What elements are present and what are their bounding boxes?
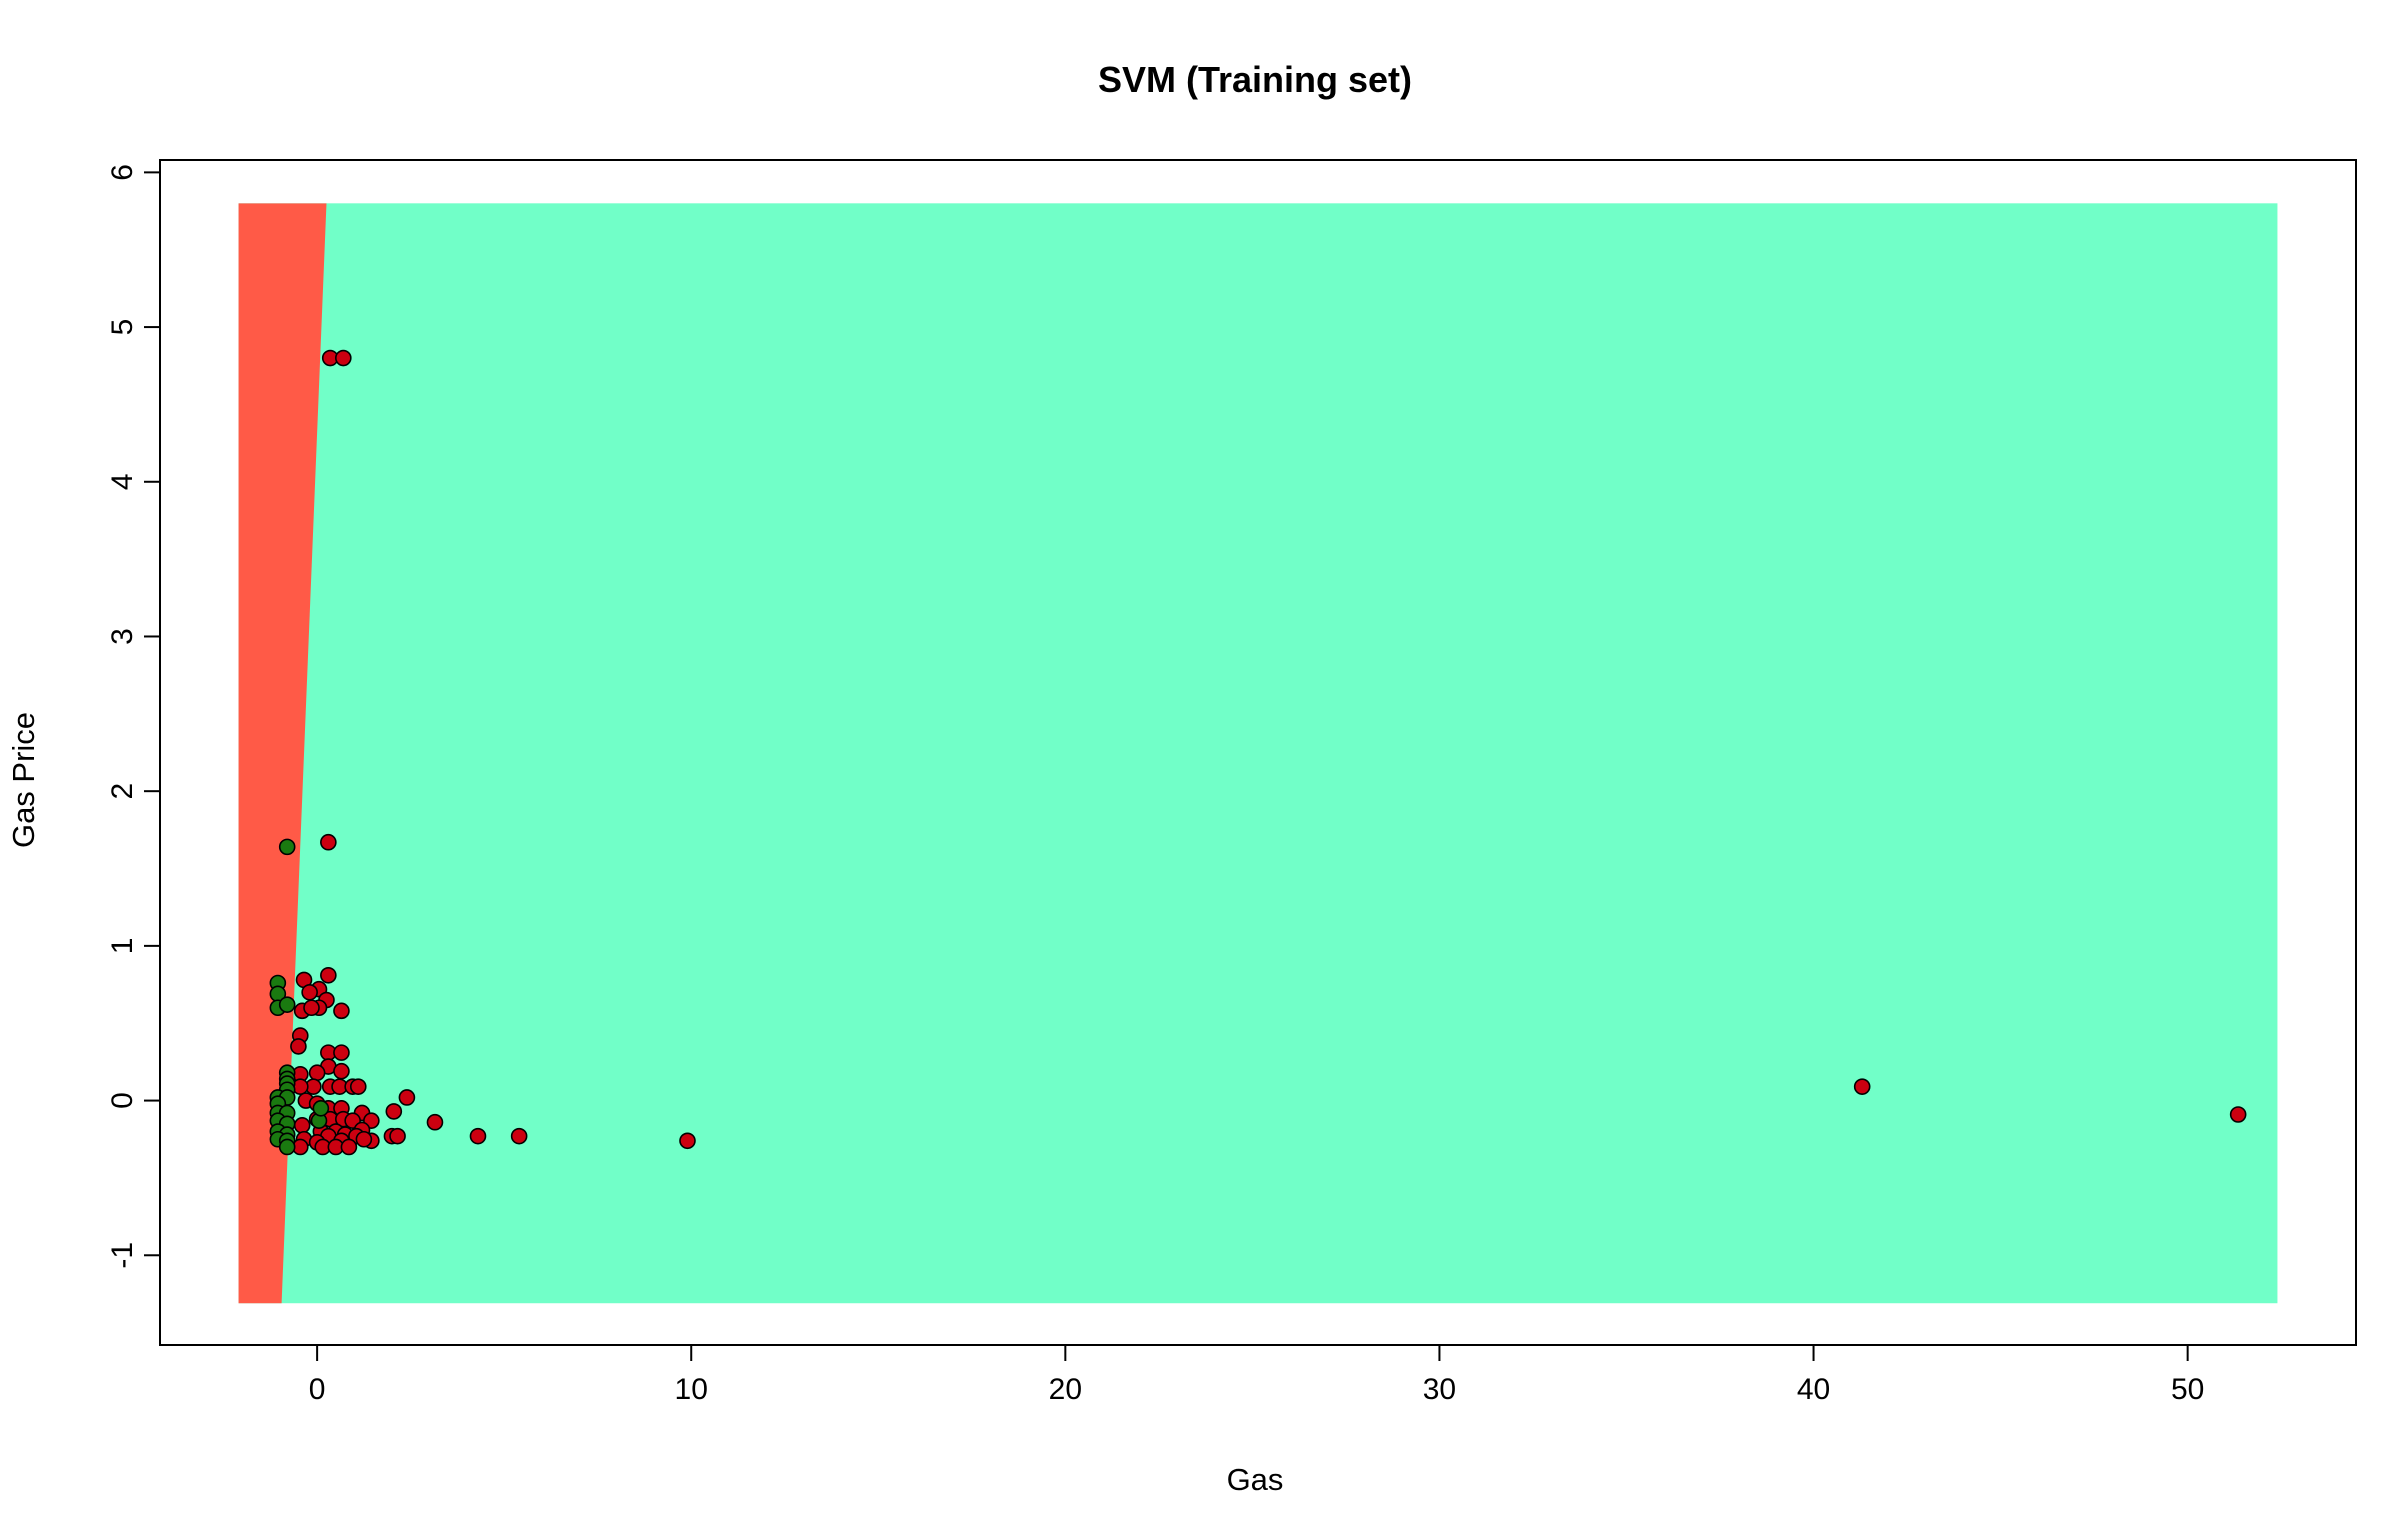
y-tick-label: 5 bbox=[106, 319, 139, 336]
y-tick-label: 2 bbox=[106, 783, 139, 800]
data-point-red bbox=[679, 1132, 696, 1150]
x-tick-label: 20 bbox=[1049, 1373, 1082, 1406]
data-point-red bbox=[355, 1130, 373, 1148]
region-class-negative bbox=[238, 203, 327, 1304]
data-point-red bbox=[333, 1002, 350, 1020]
y-tick-label: 0 bbox=[106, 1092, 139, 1109]
x-tick-label: 50 bbox=[2171, 1373, 2204, 1406]
y-tick-label: 4 bbox=[106, 473, 139, 490]
y-axis-title: Gas Price bbox=[6, 712, 41, 848]
data-point-red bbox=[2229, 1106, 2247, 1123]
data-point-red bbox=[290, 1038, 307, 1055]
data-point-red bbox=[389, 1127, 406, 1145]
data-point-red bbox=[340, 1138, 358, 1156]
chart-title: SVM (Training set) bbox=[1098, 59, 1412, 100]
data-point-red bbox=[303, 999, 320, 1017]
data-point-red bbox=[333, 1062, 350, 1080]
data-point-green bbox=[312, 1100, 330, 1117]
y-tick-label: 1 bbox=[106, 938, 139, 955]
x-tick-label: 10 bbox=[675, 1373, 708, 1406]
data-point-green bbox=[278, 996, 296, 1013]
x-tick-label: 0 bbox=[309, 1373, 326, 1406]
data-point-red bbox=[335, 349, 352, 367]
x-tick-label: 40 bbox=[1797, 1373, 1830, 1406]
x-tick-label: 30 bbox=[1423, 1373, 1456, 1406]
y-tick-label: 3 bbox=[106, 628, 139, 645]
data-point-red bbox=[349, 1078, 367, 1095]
data-point-red bbox=[426, 1113, 444, 1131]
y-axis: -1 0 1 2 3 4 5 6 bbox=[106, 164, 160, 1269]
data-point-red bbox=[308, 1064, 326, 1082]
data-points bbox=[269, 349, 2247, 1156]
decision-regions bbox=[238, 203, 2278, 1304]
y-tick-label: 6 bbox=[106, 164, 139, 181]
data-point-red bbox=[320, 833, 337, 851]
data-point-red bbox=[293, 1117, 311, 1134]
data-point-red bbox=[469, 1127, 487, 1145]
y-tick-label: -1 bbox=[106, 1242, 139, 1269]
x-axis: 0 10 20 30 40 50 bbox=[309, 1344, 2204, 1406]
data-point-red bbox=[301, 983, 318, 1001]
data-point-red bbox=[398, 1089, 416, 1106]
data-point-red bbox=[385, 1103, 403, 1120]
x-axis-title: Gas bbox=[1227, 1462, 1284, 1497]
data-point-green bbox=[278, 838, 296, 856]
region-class-positive bbox=[238, 203, 2278, 1304]
data-point-red bbox=[320, 966, 337, 984]
data-point-red bbox=[1853, 1078, 1871, 1095]
data-point-green bbox=[278, 1138, 296, 1156]
data-point-red bbox=[510, 1127, 528, 1145]
data-point-red bbox=[333, 1044, 350, 1061]
